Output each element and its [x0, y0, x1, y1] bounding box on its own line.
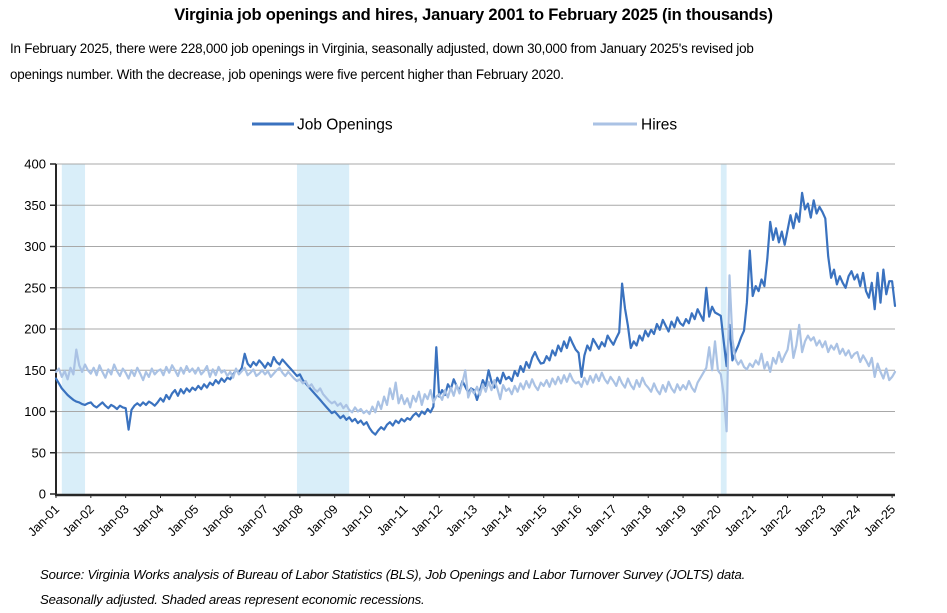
x-tick-label: Jan-04 [130, 502, 167, 539]
job-openings-line [54, 191, 897, 436]
x-tick-label: Jan-18 [617, 502, 654, 539]
hires-line [54, 274, 897, 433]
x-tick-label: Jan-10 [339, 502, 376, 539]
job-openings-legend-label: Job Openings [297, 117, 393, 134]
x-tick-label: Jan-09 [304, 502, 341, 539]
chart-subtitle: In February 2025, there were 228,000 job… [10, 36, 930, 88]
x-tick-label: Jan-05 [165, 502, 202, 539]
x-tick-label: Jan-02 [60, 502, 97, 539]
page-title: Virginia job openings and hires, January… [174, 6, 773, 24]
x-tick-label: Jan-25 [861, 502, 898, 539]
subtitle-line-1: In February 2025, there were 228,000 job… [10, 41, 754, 56]
y-tick-label: 50 [32, 445, 46, 460]
y-tick-label: 200 [24, 322, 46, 337]
x-tick-label: Jan-08 [269, 502, 306, 539]
x-tick-label: Jan-16 [548, 502, 585, 539]
x-tick-label: Jan-06 [199, 502, 236, 539]
x-tick-label: Jan-21 [722, 502, 759, 539]
x-tick-label: Jan-01 [25, 502, 62, 539]
y-tick-label: 250 [24, 280, 46, 295]
y-tick-label: 150 [24, 363, 46, 378]
x-tick-label: Jan-15 [513, 502, 550, 539]
y-tick-label: 400 [24, 157, 46, 172]
subtitle-line-2: openings number. With the decrease, job … [10, 67, 564, 82]
x-tick-label: Jan-22 [757, 502, 794, 539]
y-tick-label: 100 [24, 404, 46, 419]
x-tick-label: Jan-24 [826, 502, 863, 539]
x-tick-label: Jan-23 [792, 502, 829, 539]
hires-legend-label: Hires [641, 117, 677, 134]
y-tick-label: 0 [39, 487, 46, 502]
x-tick-label: Jan-14 [478, 502, 515, 539]
x-tick-label: Jan-12 [408, 502, 445, 539]
y-tick-label: 350 [24, 198, 46, 213]
line-chart: 050100150200250300350400Jan-01Jan-02Jan-… [24, 117, 898, 540]
x-tick-label: Jan-07 [234, 502, 271, 539]
source-note: Source: Virginia Works analysis of Burea… [40, 562, 930, 612]
y-tick-label: 300 [24, 239, 46, 254]
x-tick-label: Jan-20 [687, 502, 724, 539]
source-line-1: Source: Virginia Works analysis of Burea… [40, 567, 746, 582]
source-line-2: Seasonally adjusted. Shaded areas repres… [40, 592, 425, 607]
x-tick-label: Jan-17 [583, 502, 620, 539]
x-tick-label: Jan-19 [652, 502, 689, 539]
x-tick-label: Jan-11 [374, 502, 410, 538]
x-tick-label: Jan-03 [95, 502, 132, 539]
x-tick-label: Jan-13 [443, 502, 480, 539]
